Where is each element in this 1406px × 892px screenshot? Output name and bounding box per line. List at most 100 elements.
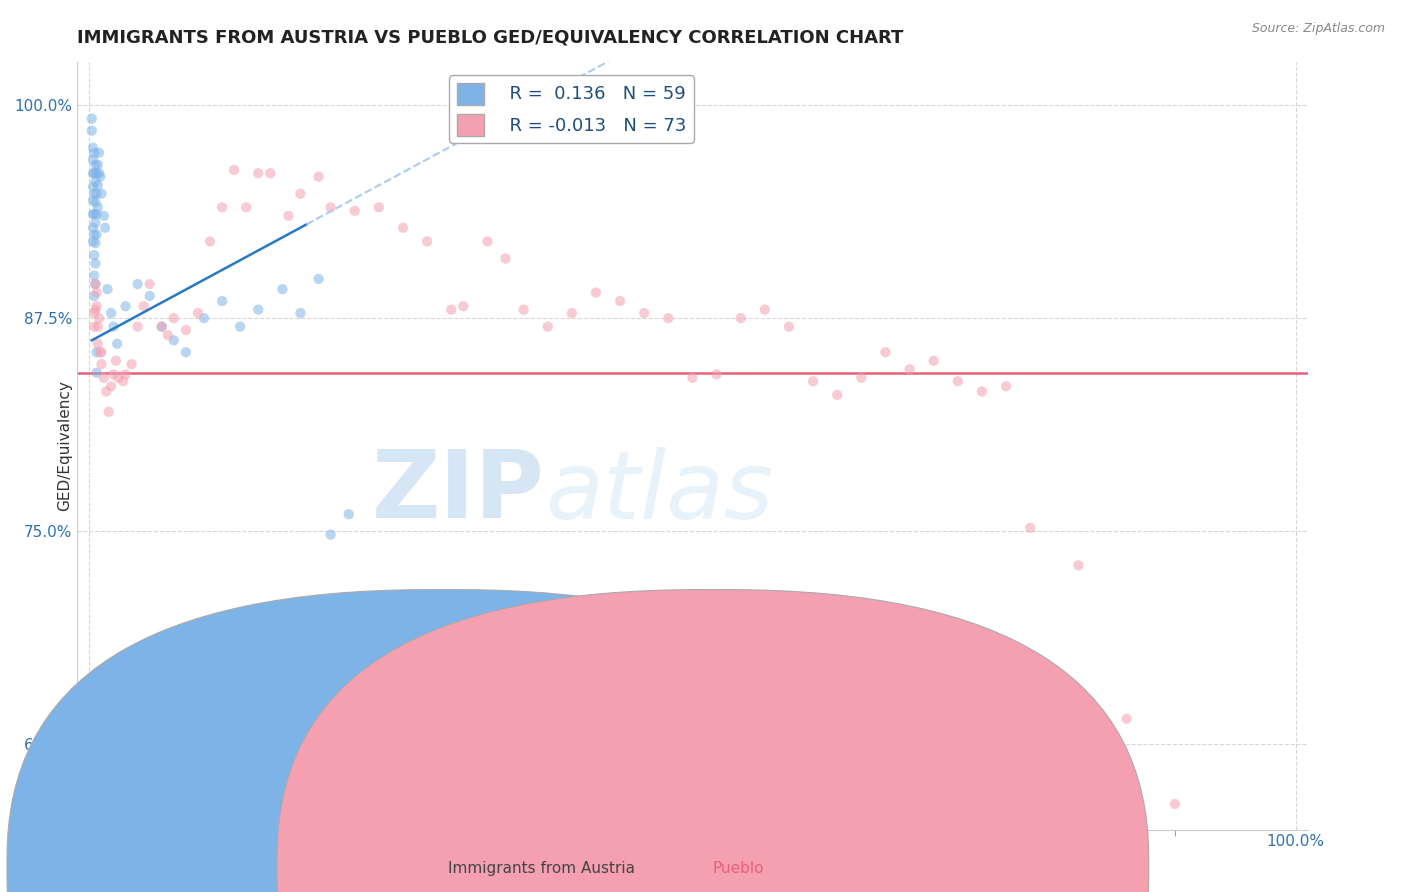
Point [187,306,209,320]
Point [163,334,186,348]
Point [84,195,107,210]
Point [367,200,389,214]
Point [337,507,360,521]
Point [89,345,111,359]
Point [633,306,655,320]
Point [87,319,110,334]
Y-axis label: GED/Equivalency: GED/Equivalency [56,381,72,511]
Point [970,384,993,399]
Point [657,311,679,326]
Point [114,368,136,382]
Point [104,353,127,368]
Point [86,299,108,313]
Point [86,166,108,180]
Point [392,220,415,235]
Point [259,166,281,180]
Point [83,145,105,160]
Point [112,374,135,388]
Point [83,186,105,201]
Point [93,209,115,223]
Point [87,145,110,160]
Point [84,257,107,271]
Point [87,200,110,214]
Point [87,336,110,351]
Point [82,180,104,194]
Point [84,158,107,172]
Point [138,289,160,303]
Point [224,162,246,177]
Point [1091,715,1114,730]
Point [82,207,104,221]
Point [94,220,117,235]
Point [80,112,103,126]
Point [308,169,330,184]
Point [308,272,330,286]
Point [82,153,104,167]
Point [825,388,848,402]
Point [150,319,173,334]
Point [87,311,110,326]
Point [121,357,143,371]
Point [100,306,122,320]
Point [86,366,108,380]
Point [84,236,107,251]
Point [105,336,128,351]
Text: Immigrants from Austria: Immigrants from Austria [447,861,636,876]
Point [150,319,173,334]
Point [922,353,945,368]
Point [801,374,824,388]
Point [84,277,107,291]
Point [682,371,704,385]
Point [83,268,105,283]
Point [86,285,108,300]
Point [80,123,103,137]
Point [778,319,800,334]
Point [477,235,499,249]
Point [83,207,105,221]
Point [103,319,125,334]
Point [198,235,221,249]
Text: Source: ZipAtlas.com: Source: ZipAtlas.com [1251,22,1385,36]
Point [995,379,1018,393]
Point [84,175,107,189]
Point [82,141,104,155]
Point [87,178,110,193]
Point [82,166,104,180]
Point [585,285,607,300]
Point [84,216,107,230]
Point [319,527,342,541]
Point [416,235,439,249]
Point [271,282,294,296]
Point [114,299,136,313]
Point [561,306,583,320]
Point [193,311,215,326]
Text: ZIP: ZIP [373,446,546,538]
Point [83,319,105,334]
Point [319,200,342,214]
Point [87,158,110,172]
Point [290,306,312,320]
Point [83,289,105,303]
Point [127,319,149,334]
Point [229,319,252,334]
Point [537,319,560,334]
Point [90,357,112,371]
Point [138,277,160,291]
Point [290,186,312,201]
Point [247,302,270,317]
Point [93,371,115,385]
Point [86,227,108,242]
Point [127,277,149,291]
Point [90,186,112,201]
Point [211,200,233,214]
Point [163,311,186,326]
Point [1067,558,1090,573]
Point [103,368,125,382]
Point [83,166,105,180]
Point [107,371,129,385]
Point [100,379,122,393]
Point [247,166,270,180]
Point [87,166,110,180]
Point [90,345,112,359]
Point [156,328,179,343]
